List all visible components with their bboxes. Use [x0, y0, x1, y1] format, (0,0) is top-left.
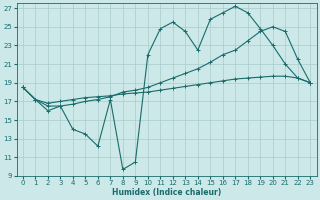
X-axis label: Humidex (Indice chaleur): Humidex (Indice chaleur) [112, 188, 221, 197]
